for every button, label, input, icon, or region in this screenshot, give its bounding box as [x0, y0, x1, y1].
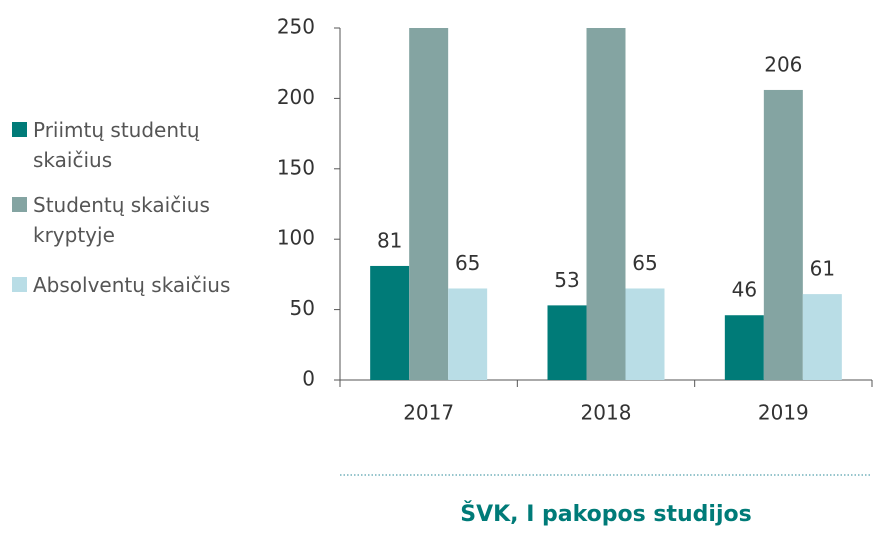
bar — [763, 89, 803, 381]
data-label: 81 — [377, 228, 402, 252]
bar — [586, 28, 626, 380]
y-tick-label: 100 — [277, 226, 315, 250]
y-tick-label: 200 — [277, 85, 315, 109]
x-tick-label: 2017 — [403, 401, 454, 425]
y-tick-label: 250 — [277, 15, 315, 39]
legend-label: Absolventų skaičius — [33, 273, 231, 297]
bar — [370, 265, 410, 380]
bar — [547, 305, 587, 380]
legend-item: Studentų skaičius kryptyje — [12, 190, 242, 250]
legend-item: Absolventų skaičius — [12, 270, 242, 300]
data-label: 206 — [764, 52, 802, 76]
legend-item: Priimtų studentų skaičius — [12, 115, 242, 175]
x-tick-label: 2019 — [758, 401, 809, 425]
legend-label: Priimtų studentų skaičius — [33, 118, 200, 172]
bar — [724, 315, 764, 380]
legend-label: Studentų skaičius kryptyje — [33, 193, 210, 247]
data-label: 46 — [732, 278, 757, 302]
x-tick-label: 2018 — [581, 401, 632, 425]
y-tick-label: 50 — [290, 296, 315, 320]
legend-swatch — [12, 197, 27, 212]
data-label: 53 — [554, 268, 579, 292]
data-label: 65 — [455, 251, 480, 275]
legend-swatch — [12, 277, 27, 292]
bar — [448, 288, 488, 380]
y-tick-label: 150 — [277, 155, 315, 179]
y-tick-label: 0 — [302, 367, 315, 391]
bar — [409, 28, 449, 380]
data-label: 65 — [632, 251, 657, 275]
legend-swatch — [12, 122, 27, 137]
bar — [625, 288, 665, 380]
bar — [802, 294, 842, 380]
data-label: 61 — [810, 257, 835, 281]
caption: ŠVK, I pakopos studijos — [460, 502, 752, 527]
